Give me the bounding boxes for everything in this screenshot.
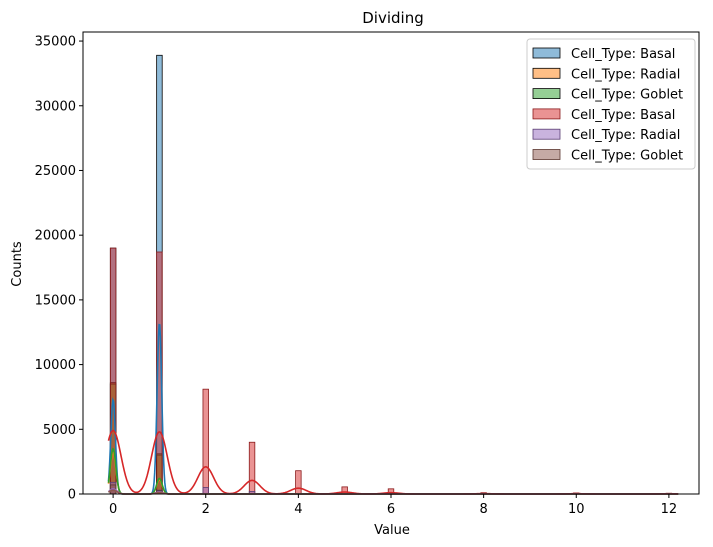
legend-swatch	[532, 88, 561, 99]
legend: Cell_Type: Basal Cell_Type: Radial Cell_Ty…	[526, 38, 696, 170]
x-tick-label: 6	[387, 502, 395, 517]
x-tick-label: 8	[479, 502, 487, 517]
legend-label: Cell_Type: Goblet	[571, 149, 683, 164]
legend-swatch	[532, 128, 561, 140]
bars-layer	[109, 54, 673, 495]
y-tick-label: 25000	[35, 164, 76, 179]
chart-title: Dividing	[362, 9, 423, 27]
x-axis: 0 2 4 6 8 10 12	[109, 494, 677, 517]
legend-label: Cell_Type: Basal	[571, 47, 675, 62]
x-tick-label: 0	[109, 502, 117, 517]
legend-swatch	[532, 47, 561, 59]
x-axis-title: Value	[374, 523, 410, 538]
x-tick-label: 10	[568, 502, 585, 517]
x-tick-label: 4	[294, 502, 302, 517]
histogram-bar	[248, 441, 256, 495]
y-axis: 0 5000 10000 15000 20000 25000 30000 35000	[35, 35, 83, 503]
legend-label: Cell_Type: Radial	[571, 128, 680, 143]
legend-swatch	[532, 149, 561, 160]
histogram-bar	[295, 470, 302, 495]
legend-label: Cell_Type: Radial	[571, 67, 680, 82]
y-tick-label: 0	[68, 488, 76, 503]
y-tick-label: 5000	[43, 423, 76, 438]
y-tick-label: 20000	[35, 229, 76, 244]
legend-box	[526, 38, 696, 170]
y-tick-label: 35000	[35, 35, 76, 50]
histogram-bar	[202, 487, 209, 495]
y-tick-label: 30000	[35, 99, 76, 114]
y-tick-label: 10000	[35, 358, 76, 373]
legend-label: Cell_Type: Basal	[571, 108, 675, 123]
legend-label: Cell_Type: Goblet	[571, 88, 683, 103]
histogram-bar	[202, 388, 209, 495]
x-tick-label: 12	[661, 502, 678, 517]
legend-swatch	[532, 108, 561, 120]
histogram-bar	[341, 486, 348, 495]
y-tick-label: 15000	[35, 293, 76, 308]
y-axis-title: Counts	[10, 241, 25, 287]
legend-swatch	[532, 67, 561, 79]
x-tick-label: 2	[202, 502, 210, 517]
